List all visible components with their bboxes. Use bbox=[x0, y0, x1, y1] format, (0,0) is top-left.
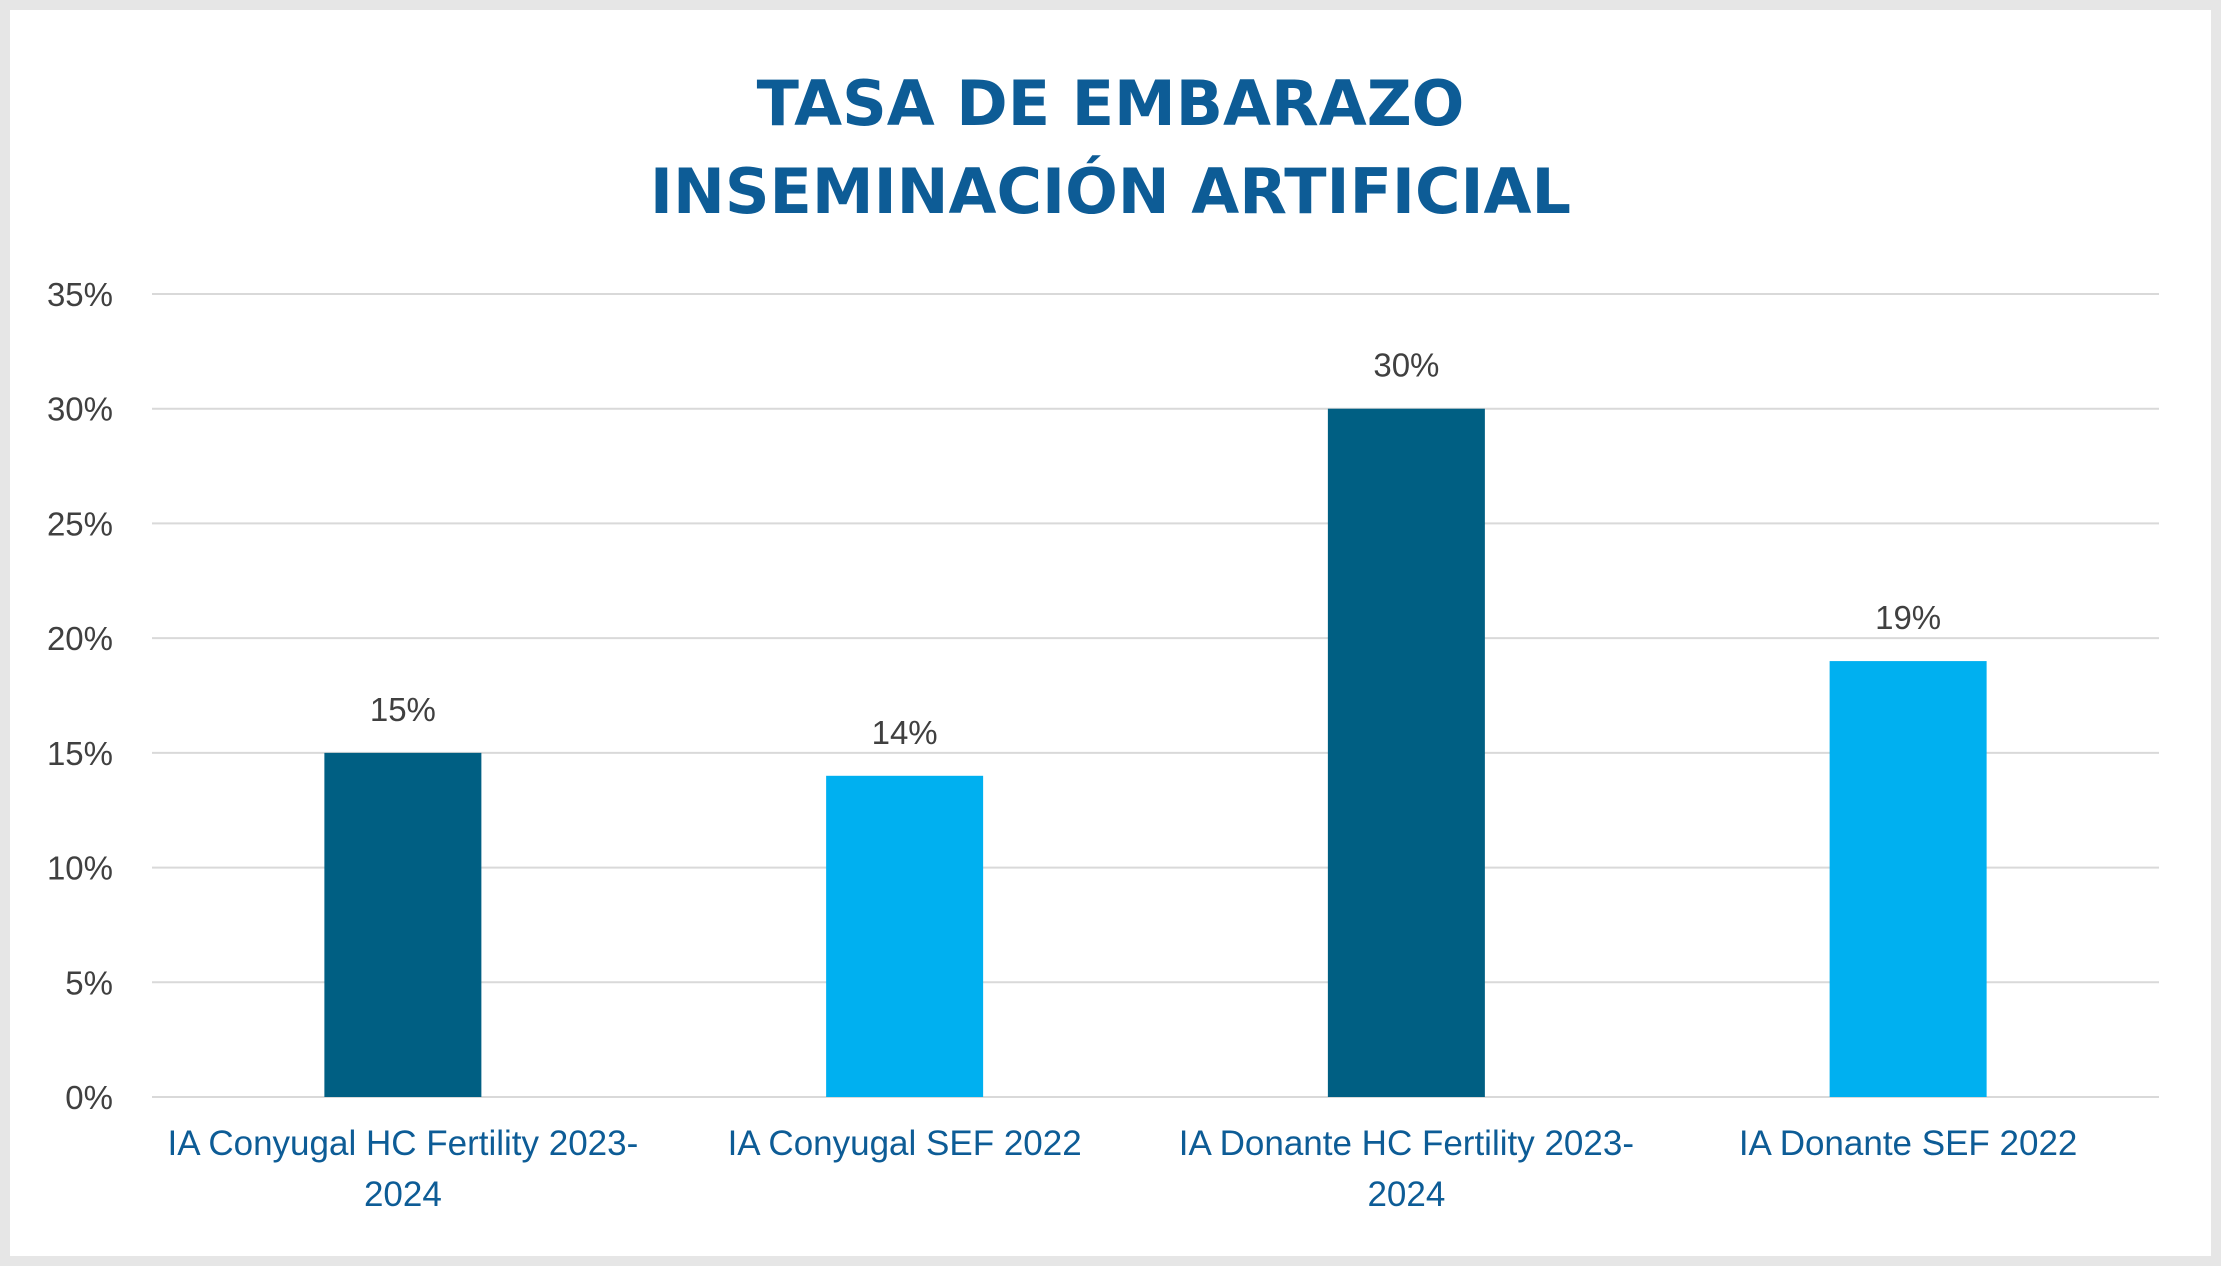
chart-title-line-1: TASA DE EMBARAZO bbox=[756, 67, 1465, 140]
chart-frame: TASA DE EMBARAZO INSEMINACIÓN ARTIFICIAL… bbox=[10, 10, 2211, 1256]
chart-title: TASA DE EMBARAZO INSEMINACIÓN ARTIFICIAL bbox=[10, 60, 2211, 236]
value-label: 14% bbox=[872, 714, 938, 751]
bars bbox=[324, 408, 1987, 1097]
value-labels: 15% 14% 30% 19% bbox=[370, 347, 1941, 751]
x-tick-label: IA Donante HC Fertility 2023-2024 bbox=[1179, 1124, 1634, 1214]
bar bbox=[324, 752, 482, 1097]
y-tick-label: 0% bbox=[65, 1079, 113, 1116]
gridlines bbox=[152, 293, 2159, 1098]
y-axis-ticks: 0% 5% 10% 15% 20% 25% 30% 35% bbox=[47, 276, 113, 1116]
x-axis-labels: IA Conyugal HC Fertility 2023-2024 IA Con… bbox=[167, 1124, 2077, 1214]
bar bbox=[1829, 661, 1987, 1097]
x-tick-label: IA Conyugal SEF 2022 bbox=[728, 1124, 1082, 1163]
y-tick-label: 15% bbox=[47, 735, 113, 772]
bar-chart: 0% 5% 10% 15% 20% 25% 30% 35% 15% 14% 30% 19% IA C… bbox=[47, 276, 2159, 1214]
x-tick-label: IA Conyugal HC Fertility 2023-2024 bbox=[167, 1124, 638, 1214]
value-label: 30% bbox=[1373, 347, 1439, 384]
y-tick-label: 5% bbox=[65, 964, 113, 1001]
y-tick-label: 25% bbox=[47, 505, 113, 542]
chart-title-line-2: INSEMINACIÓN ARTIFICIAL bbox=[649, 155, 1572, 228]
y-tick-label: 20% bbox=[47, 620, 113, 657]
bar bbox=[1327, 408, 1485, 1097]
x-tick-label: IA Donante SEF 2022 bbox=[1739, 1124, 2078, 1163]
bar bbox=[826, 775, 984, 1097]
value-label: 19% bbox=[1875, 599, 1941, 636]
y-tick-label: 35% bbox=[47, 276, 113, 313]
y-tick-label: 30% bbox=[47, 391, 113, 428]
y-tick-label: 10% bbox=[47, 850, 113, 887]
value-label: 15% bbox=[370, 691, 436, 728]
